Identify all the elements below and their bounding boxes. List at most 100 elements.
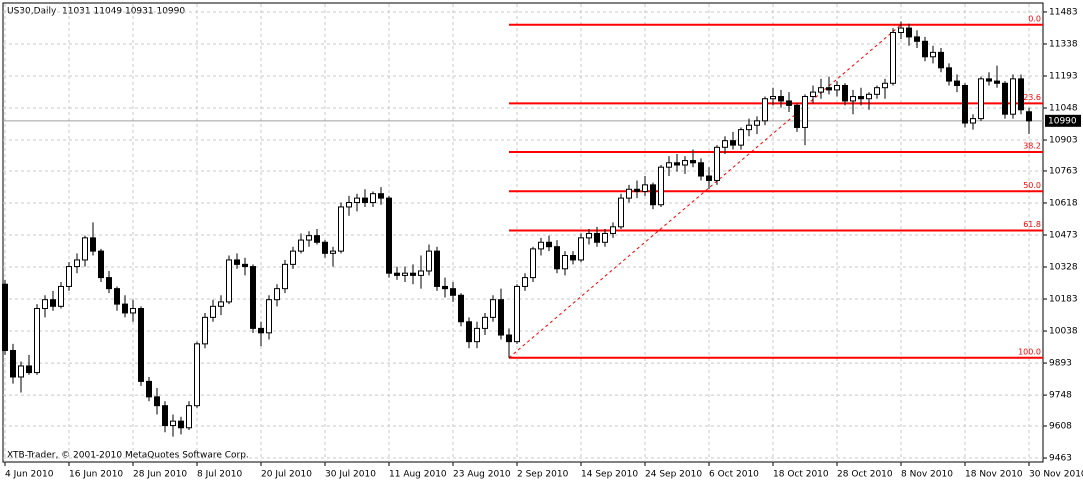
candle-body xyxy=(362,197,368,204)
candle-body xyxy=(578,237,584,261)
candle-body xyxy=(666,162,672,168)
x-tick-label: 18 Nov 2010 xyxy=(965,470,1023,480)
candle-body xyxy=(594,232,600,243)
candle-body xyxy=(106,277,112,290)
candle-body xyxy=(458,294,464,323)
candle-body xyxy=(842,84,848,102)
x-tick-label: 16 Jun 2010 xyxy=(69,470,123,480)
candle-body xyxy=(770,96,776,100)
candle-body xyxy=(946,67,952,82)
y-tick-label: 10183 xyxy=(1049,295,1078,305)
candle-body xyxy=(218,301,224,307)
candle-body xyxy=(322,241,328,254)
candle-body xyxy=(754,120,760,126)
candle-body xyxy=(962,84,968,124)
candle-body xyxy=(90,237,96,252)
x-tick-label: 30 Nov 2010 xyxy=(1029,470,1083,480)
candle-body xyxy=(434,250,440,287)
candle-body xyxy=(930,51,936,58)
y-tick-label: 10038 xyxy=(1049,327,1078,337)
candle-body xyxy=(42,299,48,310)
x-tick-label: 11 Aug 2010 xyxy=(389,470,447,480)
candle-body xyxy=(234,259,240,265)
candle-body xyxy=(274,288,280,301)
y-tick-label: 9893 xyxy=(1049,359,1072,369)
candle-body xyxy=(866,93,872,100)
candle-body xyxy=(450,288,456,296)
candle-body xyxy=(850,96,856,102)
candle-body xyxy=(410,272,416,276)
candle-body xyxy=(186,405,192,429)
x-tick-label: 28 Jun 2010 xyxy=(133,470,187,480)
candle-body xyxy=(938,51,944,69)
candle-body xyxy=(642,184,648,192)
candle-body xyxy=(514,285,520,343)
y-tick-label: 11193 xyxy=(1049,71,1078,81)
candle-body xyxy=(138,308,144,382)
fibo-label: 23.6 xyxy=(1023,93,1041,102)
candle-body xyxy=(162,405,168,427)
candle-body xyxy=(498,299,504,336)
candle-body xyxy=(778,96,784,102)
candle-body xyxy=(250,266,256,329)
candle-body xyxy=(706,175,712,181)
fibo-label: 50.0 xyxy=(1023,181,1041,190)
x-tick-label: 2 Sep 2010 xyxy=(517,470,569,480)
candle-body xyxy=(994,80,1000,84)
y-tick-label: 9748 xyxy=(1049,391,1072,401)
candle-body xyxy=(746,124,752,131)
candle-body xyxy=(210,305,216,318)
candle-body xyxy=(546,241,552,248)
candle-body xyxy=(314,235,320,243)
candle-body xyxy=(74,259,80,268)
fibo-label: 61.8 xyxy=(1023,220,1041,229)
y-tick-label: 10473 xyxy=(1049,230,1078,240)
candle-body xyxy=(26,365,32,374)
candle-body xyxy=(266,299,272,334)
x-tick-label: 20 Jul 2010 xyxy=(261,470,312,480)
candle-body xyxy=(194,343,200,407)
candle-body xyxy=(258,327,264,334)
candle-body xyxy=(338,206,344,252)
candle-body xyxy=(370,193,376,204)
candle-body xyxy=(658,166,664,206)
candle-body xyxy=(626,188,632,199)
candle-body xyxy=(954,80,960,86)
candle-body xyxy=(722,140,728,148)
candle-body xyxy=(714,146,720,181)
x-tick-label: 8 Nov 2010 xyxy=(901,470,953,480)
y-tick-label: 9463 xyxy=(1049,454,1072,464)
fibo-label: 0.0 xyxy=(1028,14,1041,23)
candle-body xyxy=(202,316,208,345)
candle-body xyxy=(858,96,864,100)
y-tick-label: 10903 xyxy=(1049,136,1078,146)
candle-body xyxy=(18,365,24,378)
fibo-label: 100.0 xyxy=(1018,347,1041,356)
candle-body xyxy=(898,27,904,33)
candle-body xyxy=(466,321,472,343)
candle-body xyxy=(154,396,160,407)
plot-frame xyxy=(2,2,1044,463)
candle-body xyxy=(2,283,8,351)
candle-body xyxy=(1010,78,1016,115)
candle-body xyxy=(1018,78,1024,111)
candle-body xyxy=(442,285,448,290)
y-tick-label: 11483 xyxy=(1049,7,1078,17)
y-tick-label: 11338 xyxy=(1049,39,1078,49)
candle-body xyxy=(730,140,736,146)
candle-body xyxy=(882,82,888,89)
y-tick-label: 10328 xyxy=(1049,263,1078,273)
candle-body xyxy=(130,308,136,314)
candle-body xyxy=(282,263,288,290)
candle-body xyxy=(490,299,496,318)
candle-body xyxy=(394,272,400,276)
candle-body xyxy=(474,327,480,343)
candle-body xyxy=(530,248,536,279)
candle-body xyxy=(818,87,824,93)
candle-body xyxy=(1002,82,1008,115)
candle-body xyxy=(506,334,512,343)
candle-body xyxy=(170,420,176,427)
candle-body xyxy=(82,237,88,261)
candle-body xyxy=(538,241,544,250)
